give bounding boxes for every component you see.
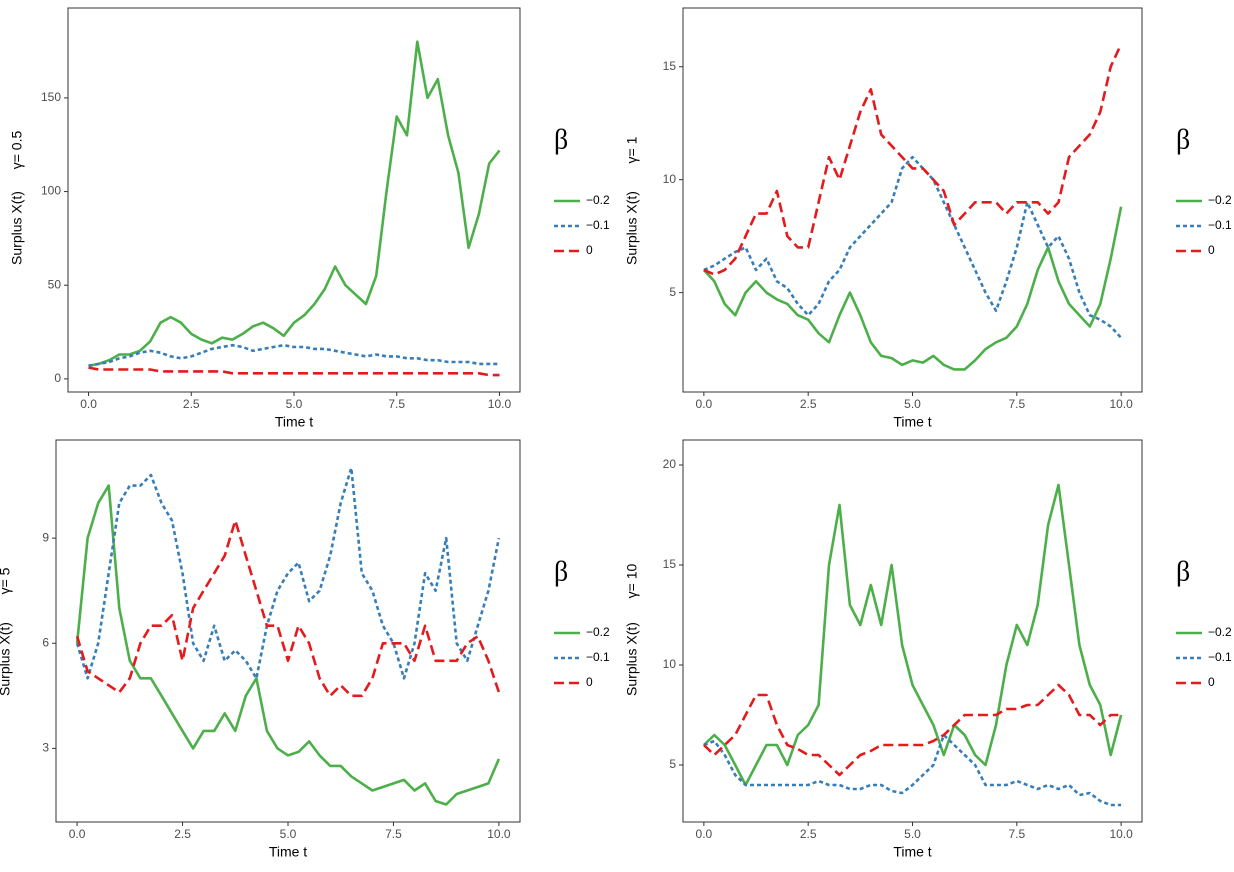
- y-axis-title-gamma: γ= 5: [0, 567, 13, 594]
- x-tick-label: 10.0: [1109, 827, 1133, 841]
- series-line: [702, 483, 1123, 787]
- x-tick-label: 5.0: [286, 397, 303, 411]
- legend-label: −0.1: [1208, 218, 1232, 232]
- y-tick-label: 10: [663, 657, 677, 671]
- panel-border: [682, 7, 1143, 393]
- legend-title: β: [1176, 556, 1190, 587]
- legend-title: β: [554, 124, 568, 155]
- y-tick-label: 6: [42, 635, 49, 649]
- x-tick-label: 2.5: [174, 827, 191, 841]
- y-axis-title-gamma: γ= 1: [624, 136, 640, 163]
- x-tick-label: 2.5: [183, 397, 200, 411]
- series-line: [88, 366, 500, 377]
- x-tick-label: 0.0: [696, 397, 713, 411]
- legend-title: β: [554, 556, 568, 587]
- x-axis-title: Time t: [275, 414, 313, 430]
- x-tick-label: 7.5: [1008, 397, 1025, 411]
- x-tick-label: 10.0: [488, 397, 512, 411]
- legend-label: −0.2: [1208, 193, 1232, 207]
- legend-label: 0: [1208, 675, 1215, 689]
- legend-label: −0.1: [586, 650, 610, 664]
- y-tick-label: 15: [663, 557, 677, 571]
- series-line: [703, 155, 1123, 339]
- series-line: [88, 343, 500, 368]
- y-tick-label: 100: [41, 184, 61, 198]
- series-line: [75, 466, 501, 680]
- x-axis-title: Time t: [893, 414, 931, 430]
- series-line: [703, 733, 1122, 807]
- y-axis-title: Surplus X(t): [0, 622, 13, 696]
- x-axis-title: Time t: [269, 844, 307, 860]
- x-axis-title: Time t: [893, 844, 931, 860]
- legend-label: −0.2: [586, 193, 610, 207]
- legend-title: β: [1176, 124, 1190, 155]
- y-axis-title: Surplus X(t): [624, 191, 640, 265]
- series-line: [75, 519, 501, 698]
- x-tick-label: 5.0: [904, 397, 921, 411]
- legend-label: 0: [1208, 243, 1215, 257]
- panel-border: [55, 439, 521, 823]
- y-tick-label: 10: [663, 172, 677, 186]
- x-tick-label: 5.0: [904, 827, 921, 841]
- y-axis-title-gamma: γ= 10: [624, 563, 640, 598]
- x-tick-label: 10.0: [487, 827, 511, 841]
- x-tick-label: 0.0: [69, 827, 86, 841]
- legend-label: −0.2: [1208, 625, 1232, 639]
- y-tick-label: 50: [48, 277, 62, 291]
- series-line: [75, 484, 501, 806]
- series-line: [702, 206, 1123, 371]
- x-tick-label: 2.5: [800, 397, 817, 411]
- legend-label: 0: [586, 243, 593, 257]
- x-tick-label: 0.0: [696, 827, 713, 841]
- y-tick-label: 150: [41, 90, 61, 104]
- legend-label: −0.2: [586, 625, 610, 639]
- series-line: [88, 40, 501, 368]
- legend-label: −0.1: [1208, 650, 1232, 664]
- y-axis-title-gamma: γ= 0.5: [9, 131, 25, 170]
- y-tick-label: 9: [42, 530, 49, 544]
- x-tick-label: 10.0: [1109, 397, 1133, 411]
- x-tick-label: 2.5: [800, 827, 817, 841]
- y-tick-label: 5: [669, 757, 676, 771]
- y-tick-label: 20: [663, 457, 677, 471]
- panel-border: [682, 439, 1143, 823]
- y-tick-label: 5: [669, 285, 676, 299]
- y-tick-label: 3: [42, 741, 49, 755]
- y-axis-title: Surplus X(t): [624, 622, 640, 696]
- x-tick-label: 0.0: [80, 397, 97, 411]
- legend-label: −0.1: [586, 218, 610, 232]
- legend-label: 0: [586, 675, 593, 689]
- x-tick-label: 5.0: [280, 827, 297, 841]
- x-tick-label: 7.5: [385, 827, 402, 841]
- y-axis-title: Surplus X(t): [9, 191, 25, 265]
- y-tick-label: 15: [663, 59, 677, 73]
- series-line: [702, 683, 1122, 777]
- y-tick-label: 0: [54, 371, 61, 385]
- x-tick-label: 7.5: [1008, 827, 1025, 841]
- x-tick-label: 7.5: [388, 397, 405, 411]
- panel-border: [67, 7, 521, 393]
- series-line: [703, 43, 1123, 276]
